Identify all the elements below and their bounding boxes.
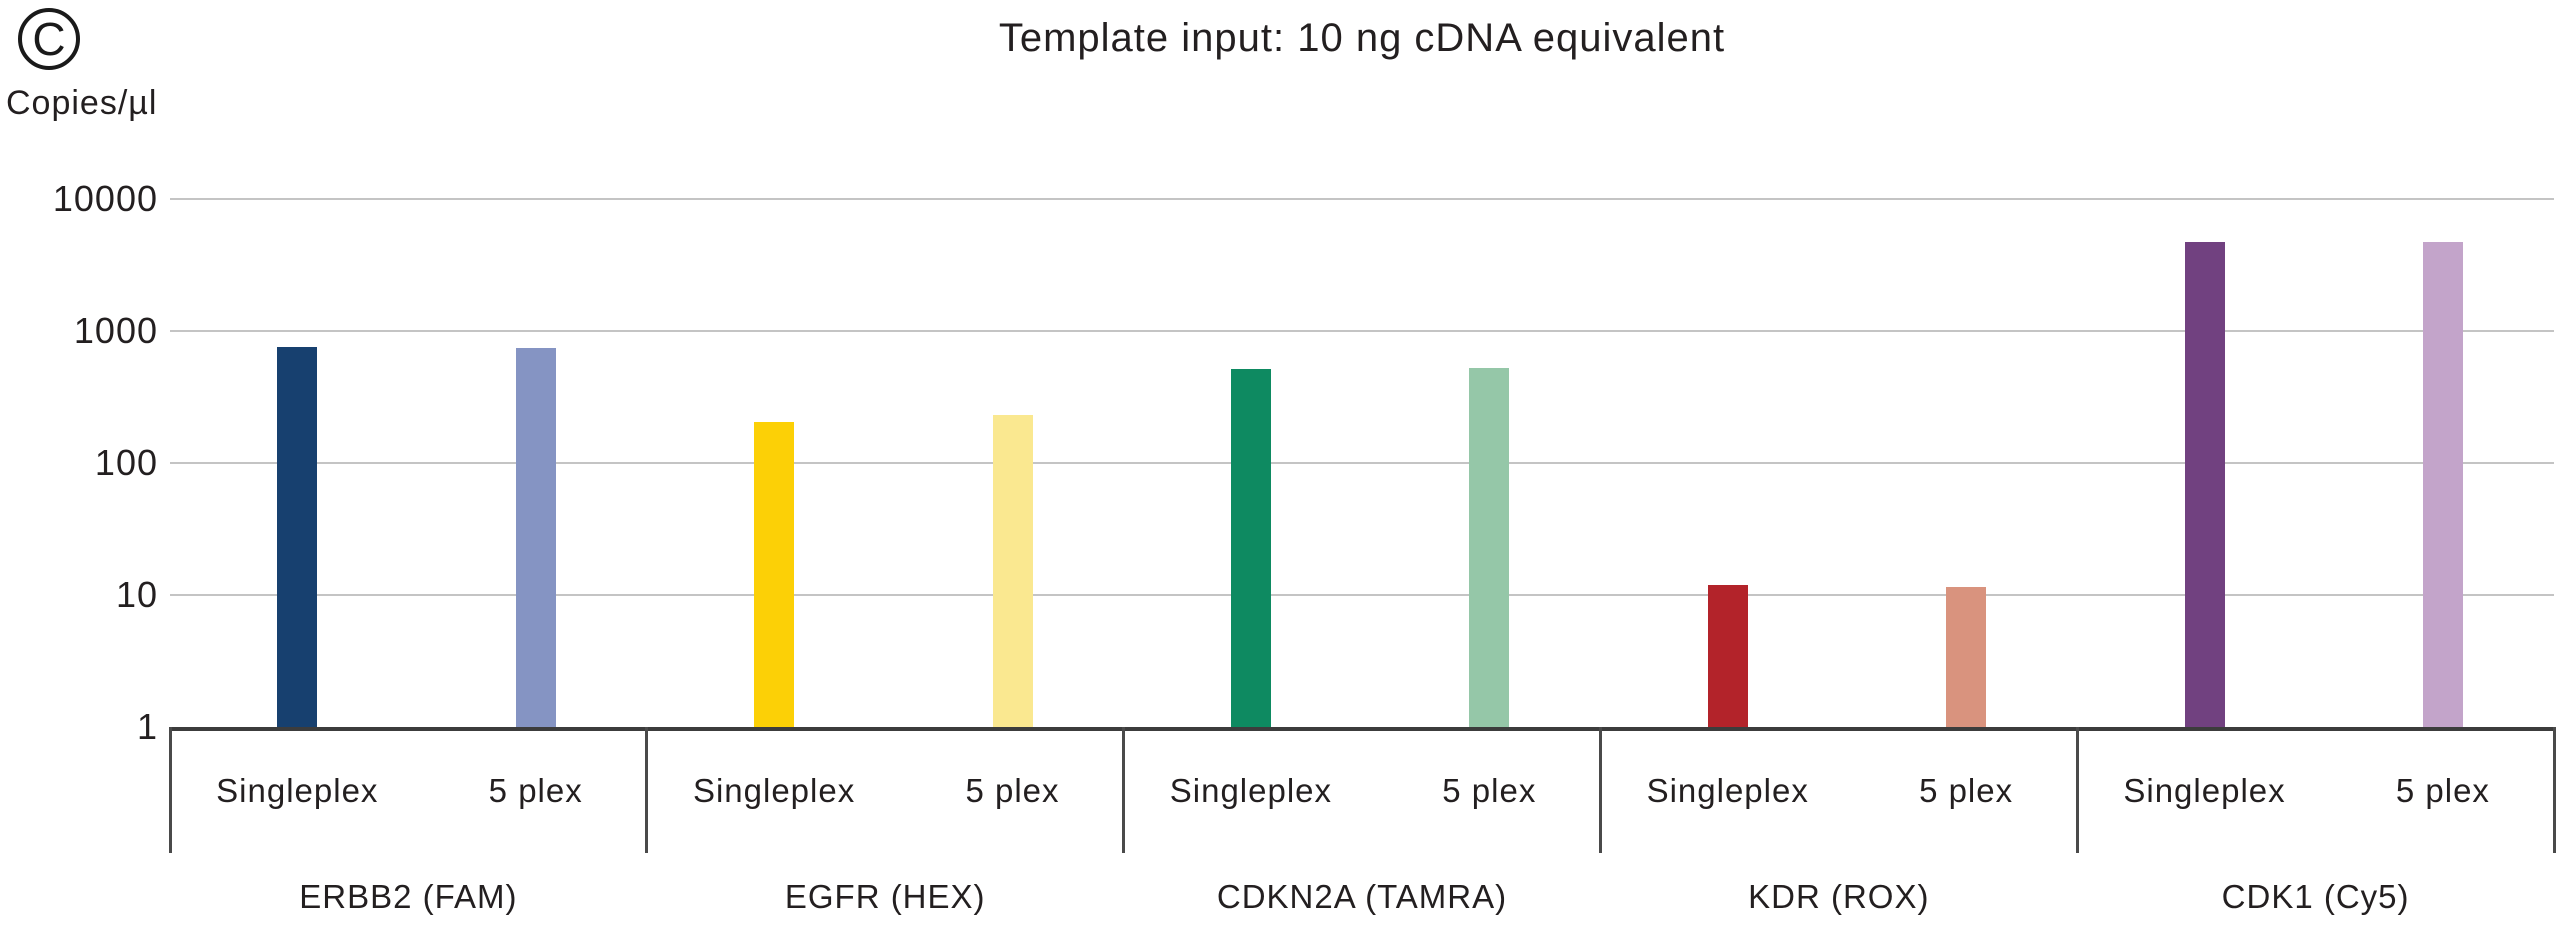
- group-divider-5: [2552, 727, 2556, 853]
- y-tick-label-100: 100: [94, 442, 158, 483]
- sub-label-egfr-hex-5-plex: 5 plex: [965, 772, 1060, 809]
- gene-label-cdk1-cy5: CDK1 (Cy5): [2221, 878, 2410, 915]
- group-divider-2: [1122, 727, 1126, 853]
- sub-label-erbb2-fam-singleplex: Singleplex: [216, 772, 379, 809]
- sub-label-cdkn2a-tamra-5-plex: 5 plex: [1442, 772, 1537, 809]
- sub-label-cdk1-cy5-5-plex: 5 plex: [2395, 772, 2490, 809]
- bar-erbb2-fam-5-plex: [515, 348, 556, 727]
- bar-kdr-rox-5-plex: [1946, 586, 1987, 727]
- y-tick-label-1000: 1000: [73, 310, 158, 351]
- bar-kdr-rox-singleplex: [1707, 584, 1748, 727]
- y-axis-unit-label: Copies/µl: [6, 84, 158, 122]
- sub-label-kdr-rox-5-plex: 5 plex: [1919, 772, 2014, 809]
- bar-cdk1-cy5-singleplex: [2184, 242, 2225, 727]
- y-tick-label-10: 10: [115, 574, 158, 615]
- gridline-10: [170, 594, 2554, 596]
- gene-label-kdr-rox: KDR (ROX): [1748, 878, 1930, 915]
- bar-cdk1-cy5-5-plex: [2422, 242, 2463, 727]
- bar-egfr-hex-singleplex: [754, 421, 795, 727]
- panel-label: C: [32, 13, 66, 65]
- y-tick-label-1: 1: [136, 706, 158, 747]
- gridline-10000: [170, 198, 2554, 200]
- group-divider-0: [168, 727, 172, 853]
- bar-cdkn2a-tamra-singleplex: [1230, 369, 1271, 727]
- sub-label-cdkn2a-tamra-singleplex: Singleplex: [1169, 772, 1333, 809]
- bar-erbb2-fam-singleplex: [277, 347, 318, 727]
- chart-title: Template input: 10 ng cDNA equivalent: [998, 16, 1726, 60]
- group-divider-4: [2075, 727, 2079, 853]
- group-divider-3: [1598, 727, 1602, 853]
- gene-label-cdkn2a-tamra: CDKN2A (TAMRA): [1216, 878, 1508, 915]
- sub-label-cdk1-cy5-singleplex: Singleplex: [2123, 772, 2286, 809]
- x-axis-line: [170, 727, 2554, 731]
- sub-label-egfr-hex-singleplex: Singleplex: [692, 772, 856, 809]
- gridline-100: [170, 462, 2554, 464]
- bar-egfr-hex-5-plex: [992, 415, 1033, 727]
- sub-label-kdr-rox-singleplex: Singleplex: [1646, 772, 1809, 809]
- gridline-1000: [170, 330, 2554, 332]
- gene-label-egfr-hex: EGFR (HEX): [784, 878, 986, 915]
- panel-label-badge: C: [18, 8, 80, 70]
- gene-label-erbb2-fam: ERBB2 (FAM): [299, 878, 518, 915]
- bar-cdkn2a-tamra-5-plex: [1469, 368, 1510, 727]
- group-divider-1: [645, 727, 649, 853]
- sub-label-erbb2-fam-5-plex: 5 plex: [488, 772, 583, 809]
- y-tick-label-10000: 10000: [52, 178, 158, 219]
